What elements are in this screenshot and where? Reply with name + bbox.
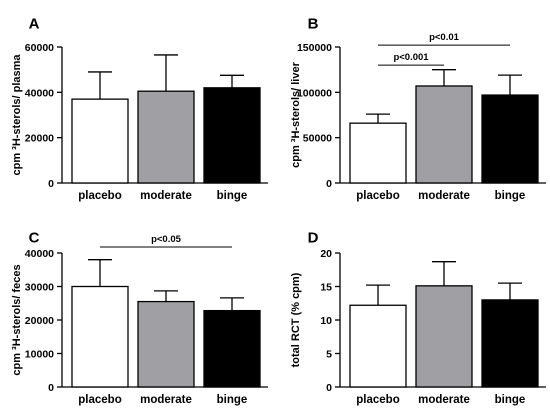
bar-moderate	[137, 300, 195, 388]
x-tick-label: binge	[217, 190, 248, 202]
y-tick-label: 100000	[297, 87, 332, 99]
bar-binge	[481, 299, 539, 388]
y-tick-label: 0	[326, 178, 332, 190]
panel-letter: C	[29, 229, 40, 246]
y-tick-label: 0	[48, 178, 54, 190]
y-tick-label: 20	[320, 248, 332, 260]
y-tick-label: 40000	[25, 87, 54, 99]
x-tick-label: placebo	[78, 190, 121, 202]
y-tick-label: 20000	[25, 133, 54, 145]
y-tick-label: 30000	[25, 282, 54, 294]
y-tick-label: 0	[48, 382, 54, 394]
y-tick-label: 0	[326, 382, 332, 394]
significance-label: p<0.001	[393, 52, 429, 63]
y-tick-label: 10000	[25, 349, 54, 361]
bar-binge	[203, 87, 261, 184]
x-tick-label: moderate	[418, 394, 470, 406]
bar-moderate	[137, 90, 195, 184]
panel-letter: D	[308, 229, 319, 246]
bar-placebo	[71, 98, 129, 184]
y-tick-label: 40000	[25, 248, 54, 260]
x-tick-label: placebo	[356, 190, 399, 202]
y-tick-label: 60000	[25, 42, 54, 54]
significance-label: p<0.05	[151, 234, 182, 245]
y-tick-label: 5	[326, 349, 332, 361]
y-axis-title: cpm ³H-sterols/ liver	[290, 61, 302, 167]
y-axis-title: cpm ³H-sterols/ feces	[11, 264, 23, 375]
panel-letter: A	[29, 15, 40, 32]
x-tick-label: binge	[495, 394, 526, 406]
y-tick-label: 10	[320, 315, 332, 327]
panel-letter: B	[308, 15, 319, 32]
x-tick-label: binge	[495, 190, 526, 202]
x-tick-label: moderate	[140, 190, 192, 202]
significance-label: p<0.01	[429, 32, 460, 43]
bar-moderate	[415, 85, 473, 184]
bar-placebo	[349, 304, 407, 388]
bar-binge	[203, 309, 261, 388]
bar-moderate	[415, 285, 473, 388]
bar-placebo	[349, 122, 407, 184]
x-tick-label: placebo	[78, 394, 121, 406]
y-axis-title: cpm ³H-sterols/ plasma	[11, 54, 23, 176]
y-tick-label: 150000	[297, 42, 332, 54]
x-tick-label: moderate	[418, 190, 470, 202]
bar-binge	[481, 94, 539, 184]
x-tick-label: moderate	[140, 394, 192, 406]
x-tick-label: binge	[217, 394, 248, 406]
x-tick-label: placebo	[356, 394, 399, 406]
y-tick-label: 20000	[25, 315, 54, 327]
bar-placebo	[71, 285, 129, 388]
y-tick-label: 50000	[303, 133, 332, 145]
y-tick-label: 15	[320, 282, 332, 294]
y-axis-title: total RCT (% cpm)	[290, 272, 302, 367]
